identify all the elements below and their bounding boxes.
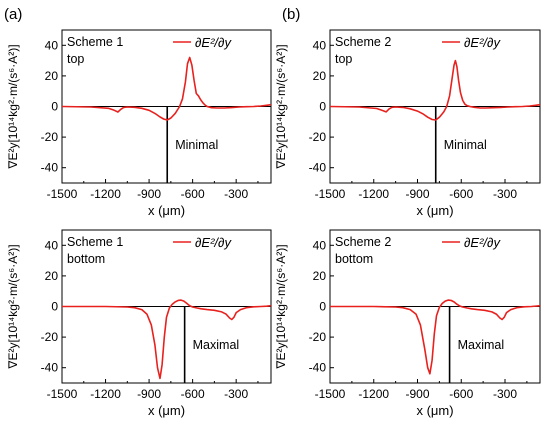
y-tick-label: 40: [45, 38, 59, 52]
annotation-label: Maximal: [458, 338, 505, 352]
x-tick-label: -300: [224, 387, 248, 401]
x-axis-label: x (μm): [416, 403, 453, 418]
legend-label: ∂E²/∂y: [195, 35, 232, 50]
y-tick-label: 40: [313, 38, 327, 52]
y-tick-label: 0: [319, 100, 326, 114]
scheme-label: Scheme 2: [335, 235, 391, 249]
series-line: [330, 299, 541, 375]
y-tick-label: 20: [45, 269, 59, 283]
scheme-label: top: [67, 52, 84, 66]
panel-letter-b: (b): [282, 6, 300, 23]
chart-panel-b-bottom: -1500 -1200 -900 -600 -300 -40 -20 0 20 40 x (μm) ∇…: [274, 229, 541, 418]
y-tick-label: -20: [41, 130, 59, 144]
x-tick-label: -1500: [47, 187, 78, 201]
annotation-label: Maximal: [193, 338, 240, 352]
scheme-label: Scheme 1: [67, 235, 123, 249]
scheme-label: bottom: [67, 252, 105, 266]
x-tick-label: -900: [405, 187, 429, 201]
chart-panel-a-bottom: -1500 -1200 -900 -600 -300 -40 -20 0 20 40 x (μm) ∇…: [6, 229, 272, 418]
x-tick-label: -1500: [315, 387, 346, 401]
x-tick-label: -300: [493, 387, 517, 401]
x-axis-label: x (μm): [148, 403, 185, 418]
x-tick-label: -1200: [90, 187, 121, 201]
y-tick-label: -40: [309, 161, 327, 175]
chart-panel-b-top: -1500 -1200 -900 -600 -300 -40 -20 0 20 40 x (μm) ∇…: [274, 29, 541, 218]
y-tick-label: 40: [313, 238, 327, 252]
y-tick-label: 20: [45, 69, 59, 83]
y-axis-label: ∇E²y[10¹⁴kg²·m/(s⁶·A²)]: [6, 244, 20, 369]
series-line: [61, 56, 272, 121]
x-tick-label: -300: [224, 187, 248, 201]
series-line: [329, 59, 541, 121]
y-axis-label: ∇E²y[10¹⁴kg²·m/(s⁶·A²)]: [274, 44, 288, 169]
legend-label: ∂E²/∂y: [464, 235, 501, 250]
y-tick-label: -40: [41, 361, 59, 375]
y-tick-label: -20: [41, 330, 59, 344]
x-tick-label: -1500: [47, 387, 78, 401]
x-tick-label: -900: [137, 387, 161, 401]
panel-letter-a: (a): [4, 6, 22, 23]
chart-panel-a-top: -1500 -1200 -900 -600 -300 -40 -20 0 20 40 x (μm) ∇…: [6, 29, 272, 218]
x-tick-label: -1200: [90, 387, 121, 401]
y-axis-label: ∇E²y[10¹⁴kg²·m/(s⁶·A²)]: [6, 44, 20, 169]
x-axis-label: x (μm): [148, 203, 185, 218]
x-tick-label: -1200: [358, 187, 389, 201]
annotation-label: Minimal: [444, 138, 487, 152]
x-tick-label: -300: [493, 187, 517, 201]
y-axis-label: ∇E²y[10¹⁴kg²·m/(s⁶·A²)]: [274, 244, 288, 369]
y-tick-label: 20: [313, 69, 327, 83]
x-tick-label: -600: [449, 387, 473, 401]
y-tick-label: -40: [41, 161, 59, 175]
y-tick-label: -20: [309, 130, 327, 144]
y-tick-label: 0: [51, 300, 58, 314]
x-axis-label: x (μm): [416, 203, 453, 218]
legend-label: ∂E²/∂y: [464, 35, 501, 50]
scheme-label: bottom: [335, 252, 373, 266]
x-tick-label: -600: [181, 187, 205, 201]
x-tick-label: -1200: [358, 387, 389, 401]
y-tick-label: -20: [309, 330, 327, 344]
x-tick-label: -900: [405, 387, 429, 401]
x-tick-label: -900: [137, 187, 161, 201]
x-tick-label: -600: [449, 187, 473, 201]
scheme-label: top: [335, 52, 352, 66]
y-tick-label: 0: [319, 300, 326, 314]
scheme-label: Scheme 2: [335, 35, 391, 49]
annotation-label: Minimal: [175, 138, 218, 152]
x-tick-label: -600: [181, 387, 205, 401]
y-tick-label: -40: [309, 361, 327, 375]
y-tick-label: 20: [313, 269, 327, 283]
y-tick-label: 40: [45, 238, 59, 252]
scheme-label: Scheme 1: [67, 35, 123, 49]
series-line: [62, 299, 272, 380]
x-tick-label: -1500: [315, 187, 346, 201]
legend-label: ∂E²/∂y: [195, 235, 232, 250]
y-tick-label: 0: [51, 100, 58, 114]
